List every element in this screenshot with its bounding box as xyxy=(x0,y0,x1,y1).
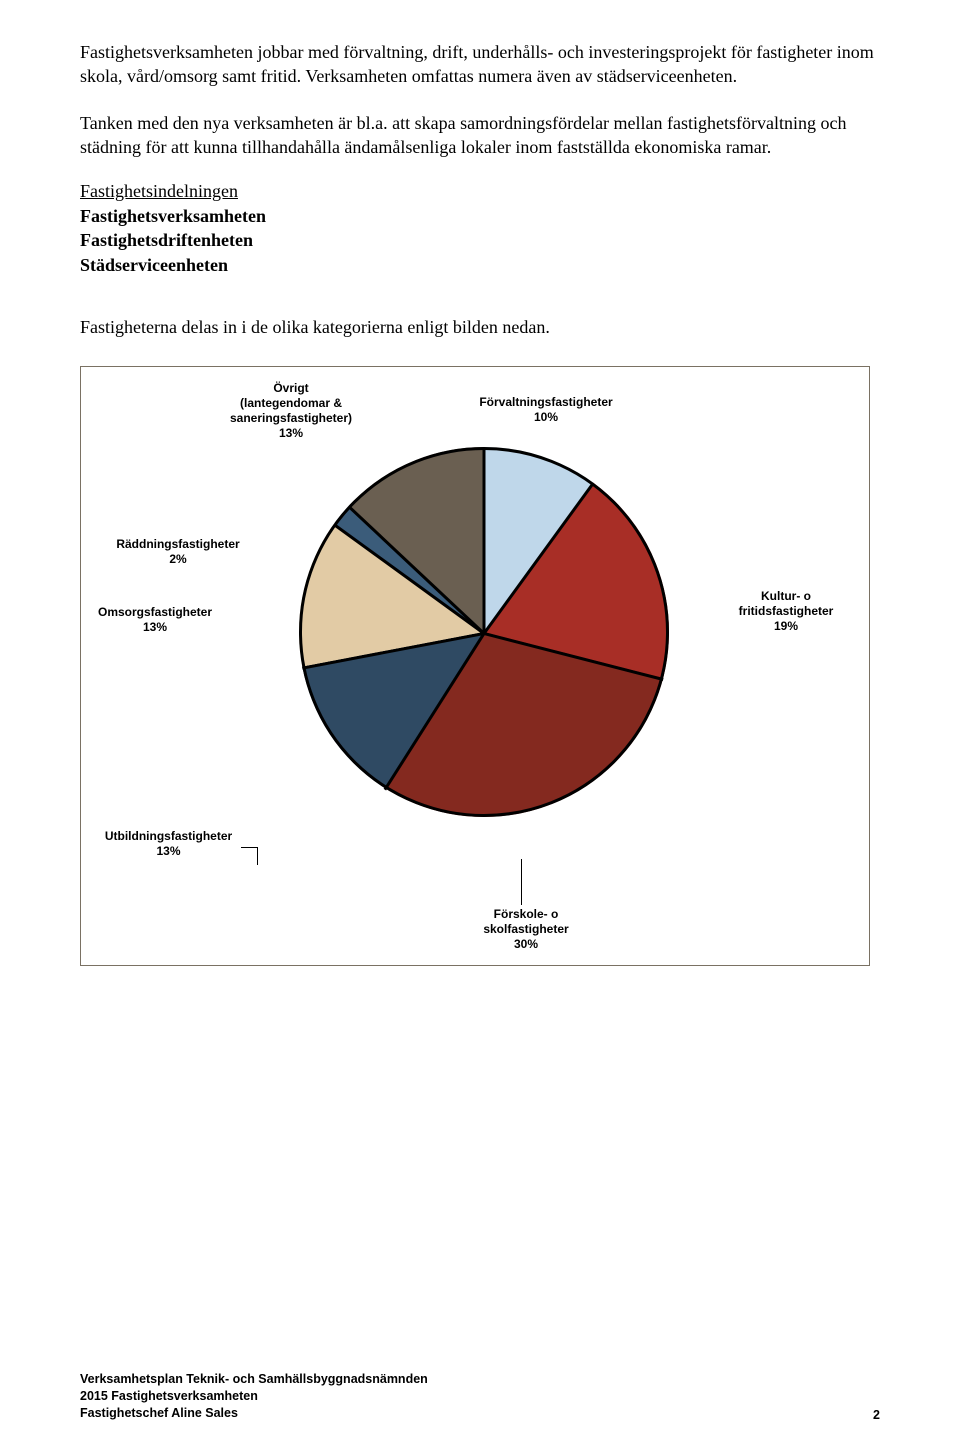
paragraph-1: Fastighetsverksamheten jobbar med förval… xyxy=(80,40,880,89)
bold-line-1: Fastighetsverksamheten xyxy=(80,204,880,228)
chart-label-omsorg: Omsorgsfastigheter 13% xyxy=(85,605,225,635)
chart-label-text: 30% xyxy=(461,937,591,952)
leader-line xyxy=(257,847,258,865)
footer-line-2: 2015 Fastighetsverksamheten xyxy=(80,1388,428,1405)
sentence: Fastigheterna delas in i de olika katego… xyxy=(80,317,880,338)
chart-label-text: Förskole- o xyxy=(461,907,591,922)
footer-line-3: Fastighetschef Aline Sales xyxy=(80,1405,428,1422)
chart-label-text: Omsorgsfastigheter xyxy=(85,605,225,620)
chart-label-text: Övrigt xyxy=(211,381,371,396)
chart-label-text: fritidsfastigheter xyxy=(721,604,851,619)
footer: Verksamhetsplan Teknik- och Samhällsbygg… xyxy=(80,1371,428,1422)
chart-label-text: Räddningsfastigheter xyxy=(103,537,253,552)
chart-label-text: 13% xyxy=(211,426,371,441)
section-heading: Fastighetsindelningen xyxy=(80,181,880,202)
leader-line xyxy=(241,847,258,848)
chart-label-text: (lantegendomar & xyxy=(211,396,371,411)
chart-label-text: 13% xyxy=(85,620,225,635)
footer-line-1: Verksamhetsplan Teknik- och Samhällsbygg… xyxy=(80,1371,428,1388)
paragraph-2: Tanken med den nya verksamheten är bl.a.… xyxy=(80,111,880,160)
chart-label-text: Utbildningsfastigheter xyxy=(91,829,246,844)
chart-label-raddning: Räddningsfastigheter 2% xyxy=(103,537,253,567)
page-number: 2 xyxy=(873,1408,880,1422)
chart-label-text: 13% xyxy=(91,844,246,859)
chart-label-kultur: Kultur- o fritidsfastigheter 19% xyxy=(721,589,851,634)
pie-chart: Övrigt (lantegendomar & saneringsfastigh… xyxy=(80,366,870,966)
chart-label-text: 2% xyxy=(103,552,253,567)
chart-label-text: saneringsfastigheter) xyxy=(211,411,371,426)
chart-label-text: skolfastigheter xyxy=(461,922,591,937)
chart-label-utbildning: Utbildningsfastigheter 13% xyxy=(91,829,246,859)
chart-label-text: 19% xyxy=(721,619,851,634)
chart-label-text: 10% xyxy=(461,410,631,425)
chart-label-ovrigt: Övrigt (lantegendomar & saneringsfastigh… xyxy=(211,381,371,441)
chart-label-text: Förvaltningsfastigheter xyxy=(461,395,631,410)
pie-wrap xyxy=(299,447,669,817)
chart-label-text: Kultur- o xyxy=(721,589,851,604)
bold-line-3: Städserviceenheten xyxy=(80,253,880,277)
leader-line xyxy=(521,859,522,905)
bold-line-2: Fastighetsdriftenheten xyxy=(80,228,880,252)
chart-label-forvaltning: Förvaltningsfastigheter 10% xyxy=(461,395,631,425)
chart-label-forskole: Förskole- o skolfastigheter 30% xyxy=(461,907,591,952)
